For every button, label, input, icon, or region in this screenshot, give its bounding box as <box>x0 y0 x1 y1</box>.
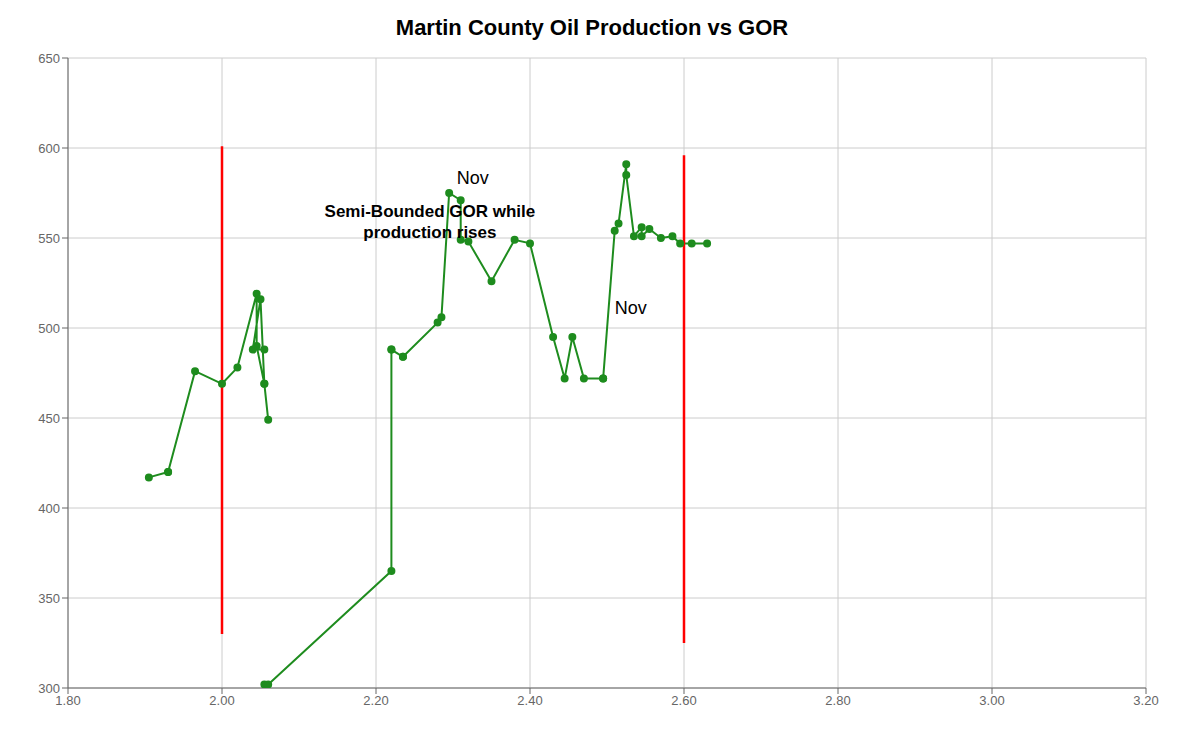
svg-text:600: 600 <box>38 141 60 156</box>
svg-text:300: 300 <box>38 681 60 696</box>
svg-text:3.00: 3.00 <box>979 693 1004 708</box>
html-text:Martin County Oil Production v: Martin County Oil Production vs GOR <box>395 15 789 40</box>
svg-text:350: 350 <box>38 591 60 606</box>
svg-text:2.00: 2.00 <box>209 693 234 708</box>
svg-text:2.40: 2.40 <box>517 693 542 708</box>
svg-text:400: 400 <box>38 501 60 516</box>
svg-text:500: 500 <box>38 321 60 336</box>
svg-text:3.20: 3.20 <box>1133 693 1158 708</box>
svg-text:Nov: Nov <box>615 298 647 318</box>
svg-text:550: 550 <box>38 231 60 246</box>
svg-text:2.80: 2.80 <box>825 693 850 708</box>
svg-text:450: 450 <box>38 411 60 426</box>
svg-text:1.80: 1.80 <box>55 693 81 709</box>
svg-text:Nov: Nov <box>457 168 489 188</box>
svg-text:Semi-Bounded GOR whileproducti: Semi-Bounded GOR whileproduction rises <box>325 202 536 241</box>
svg-text:650: 650 <box>38 51 60 66</box>
svg-text:2.60: 2.60 <box>671 693 696 708</box>
svg-text:2.20: 2.20 <box>363 693 388 708</box>
